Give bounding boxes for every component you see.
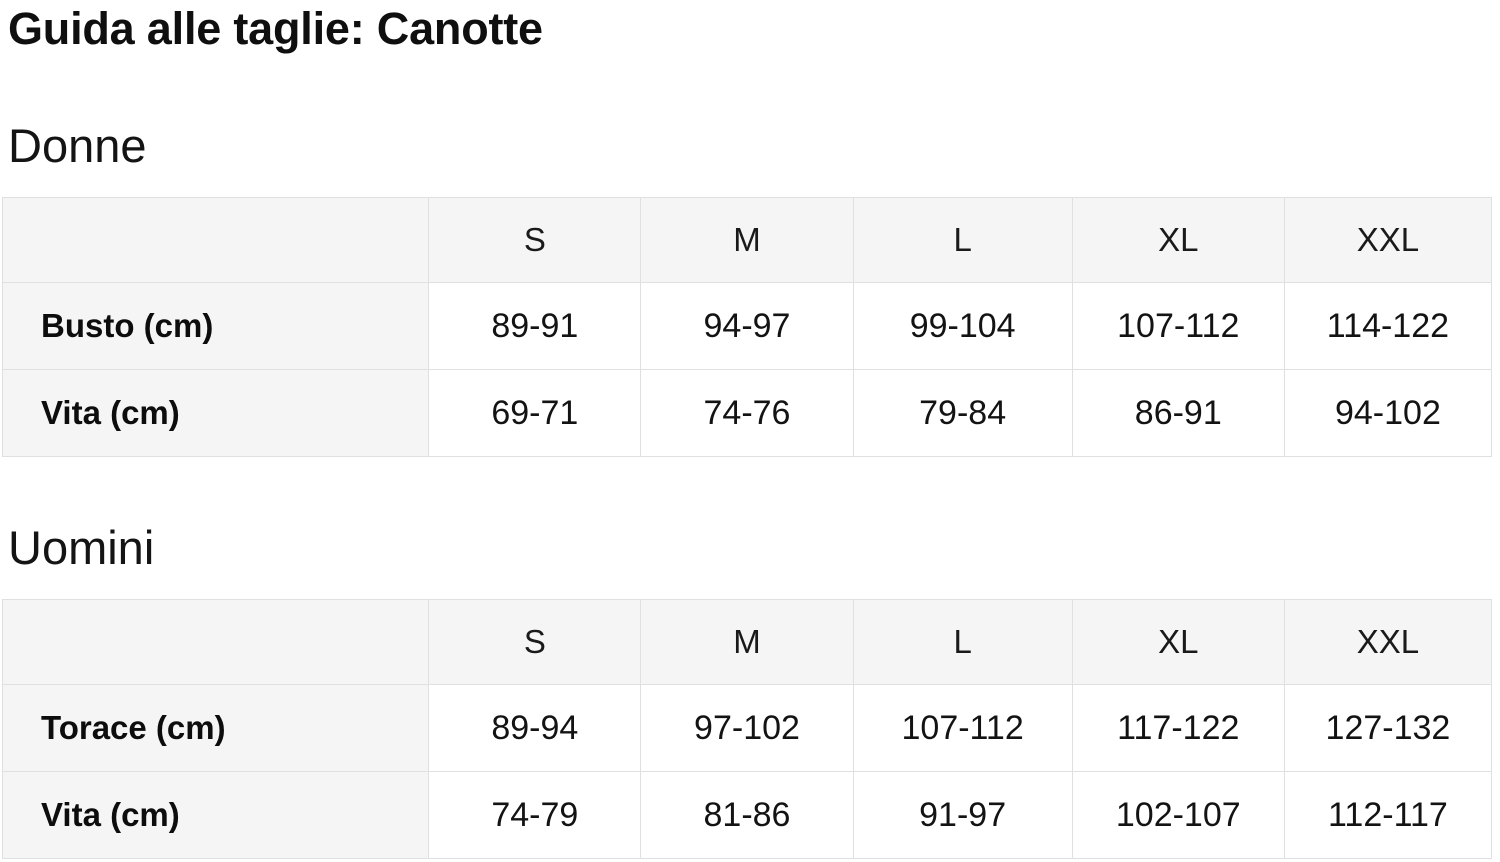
cell-vita-men-xxl: 112-117 <box>1283 771 1493 859</box>
column-header-l: L <box>852 197 1073 283</box>
cell-vita-men-l: 91-97 <box>852 771 1073 859</box>
column-header-xxl: XXL <box>1283 599 1493 685</box>
cell-vita-women-l: 79-84 <box>852 369 1073 457</box>
column-header-l: L <box>852 599 1073 685</box>
column-header-m: M <box>640 599 854 685</box>
cell-vita-men-xl: 102-107 <box>1071 771 1285 859</box>
cell-busto-m: 94-97 <box>640 282 854 370</box>
table-header-row: S M L XL XXL <box>1 197 1493 283</box>
table-row: Vita (cm) 69-71 74-76 79-84 86-91 94-102 <box>1 369 1493 457</box>
table-header-row: S M L XL XXL <box>1 599 1493 685</box>
cell-busto-s: 89-91 <box>428 282 642 370</box>
column-header-s: S <box>428 197 642 283</box>
cell-vita-men-s: 74-79 <box>428 771 642 859</box>
table-corner-cell <box>1 599 430 685</box>
cell-vita-women-xl: 86-91 <box>1071 369 1285 457</box>
cell-busto-xl: 107-112 <box>1071 282 1285 370</box>
column-header-xl: XL <box>1071 197 1285 283</box>
cell-torace-xxl: 127-132 <box>1283 684 1493 772</box>
table-row: Torace (cm) 89-94 97-102 107-112 117-122… <box>1 684 1493 772</box>
cell-torace-s: 89-94 <box>428 684 642 772</box>
cell-vita-women-m: 74-76 <box>640 369 854 457</box>
column-header-xxl: XXL <box>1283 197 1493 283</box>
cell-torace-m: 97-102 <box>640 684 854 772</box>
column-header-s: S <box>428 599 642 685</box>
section-women: Donne S M L XL XXL Busto (cm) 89-91 <box>1 68 1494 457</box>
cell-vita-women-s: 69-71 <box>428 369 642 457</box>
size-table-men: S M L XL XXL Torace (cm) 89-94 97-102 10… <box>1 599 1493 859</box>
table-corner-cell <box>1 197 430 283</box>
section-title-men: Uomini <box>8 521 155 574</box>
row-label-torace: Torace (cm) <box>1 684 430 772</box>
column-header-xl: XL <box>1071 599 1285 685</box>
cell-busto-xxl: 114-122 <box>1283 282 1493 370</box>
cell-busto-l: 99-104 <box>852 282 1073 370</box>
table-row: Busto (cm) 89-91 94-97 99-104 107-112 11… <box>1 282 1493 370</box>
page-title: Guida alle taglie: Canotte <box>8 3 543 54</box>
column-header-m: M <box>640 197 854 283</box>
row-label-busto: Busto (cm) <box>1 282 430 370</box>
cell-vita-men-m: 81-86 <box>640 771 854 859</box>
section-title-women: Donne <box>8 119 147 172</box>
table-row: Vita (cm) 74-79 81-86 91-97 102-107 112-… <box>1 771 1493 859</box>
cell-torace-l: 107-112 <box>852 684 1073 772</box>
size-table-women: S M L XL XXL Busto (cm) 89-91 94-97 99-1… <box>1 197 1493 457</box>
section-men: Uomini S M L XL XXL Torace (cm) 89-94 <box>1 457 1494 859</box>
row-label-vita-men: Vita (cm) <box>1 771 430 859</box>
row-label-vita-women: Vita (cm) <box>1 369 430 457</box>
cell-torace-xl: 117-122 <box>1071 684 1285 772</box>
cell-vita-women-xxl: 94-102 <box>1283 369 1493 457</box>
